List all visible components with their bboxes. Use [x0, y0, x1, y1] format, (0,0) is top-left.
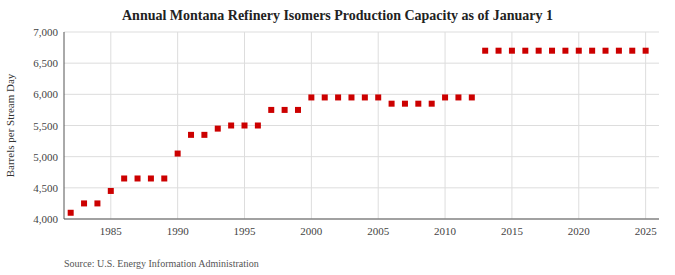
- point: [509, 48, 515, 54]
- point: [389, 101, 395, 107]
- point: [496, 48, 502, 54]
- page: {"chart_data": { "type": "scatter", "tit…: [0, 0, 675, 275]
- point: [589, 48, 595, 54]
- point: [643, 48, 649, 54]
- point: [268, 107, 274, 113]
- y-tick-label: 4,000: [33, 213, 58, 225]
- x-grid-line: [311, 32, 312, 219]
- axes: 4,000 4,500 5,000 5,500 6,000 6,500 7,000 1985 1…: [33, 26, 659, 237]
- point: [562, 48, 568, 54]
- point: [215, 126, 221, 132]
- point: [94, 200, 100, 206]
- point: [549, 48, 555, 54]
- x-grid-line: [445, 32, 446, 219]
- point: [429, 101, 435, 107]
- point: [348, 94, 354, 100]
- y-grid-line: [64, 63, 659, 64]
- x-grid-line: [578, 32, 579, 219]
- point: [295, 107, 301, 113]
- x-tick-label: 1990: [167, 225, 190, 237]
- point: [536, 48, 542, 54]
- y-grid-line: [64, 94, 659, 95]
- point: [121, 175, 127, 181]
- point: [175, 151, 181, 157]
- y-grid-line: [64, 187, 659, 188]
- point: [442, 94, 448, 100]
- x-grid-line: [645, 32, 646, 219]
- y-grid-line: [64, 32, 659, 33]
- y-tick-label: 6,500: [33, 57, 58, 69]
- point: [362, 94, 368, 100]
- point: [255, 123, 261, 129]
- point: [576, 48, 582, 54]
- y-grid-line: [64, 156, 659, 157]
- point: [322, 94, 328, 100]
- point: [242, 123, 248, 129]
- x-grid-line: [177, 32, 178, 219]
- x-tick-label: 2025: [635, 225, 658, 237]
- y-axis-line: [64, 32, 65, 219]
- point: [455, 94, 461, 100]
- point: [308, 94, 314, 100]
- y-axis-label: Barrels per Stream Day: [4, 73, 16, 177]
- title: Annual Montana Refinery Isomers Producti…: [122, 8, 553, 23]
- x-tick-label: 2000: [300, 225, 323, 237]
- point: [469, 94, 475, 100]
- point: [482, 48, 488, 54]
- point: [415, 101, 421, 107]
- grid: [64, 32, 659, 219]
- point: [161, 175, 167, 181]
- point: [148, 175, 154, 181]
- chart-container: Annual Montana Refinery Isomers Producti…: [0, 0, 675, 275]
- x-grid-line: [511, 32, 512, 219]
- x-tick-label: 2015: [501, 225, 524, 237]
- x-tick-label: 1995: [234, 225, 257, 237]
- point: [522, 48, 528, 54]
- point: [375, 94, 381, 100]
- y-tick-label: 6,000: [33, 88, 58, 100]
- x-tick-label: 2005: [367, 225, 390, 237]
- point: [228, 123, 234, 129]
- point: [68, 210, 74, 216]
- point: [201, 132, 207, 138]
- x-tick-label: 2010: [434, 225, 457, 237]
- point: [603, 48, 609, 54]
- point: [81, 200, 87, 206]
- point: [335, 94, 341, 100]
- point: [402, 101, 408, 107]
- point: [188, 132, 194, 138]
- point: [282, 107, 288, 113]
- x-tick-label: 2020: [568, 225, 591, 237]
- y-tick-label: 7,000: [33, 26, 58, 38]
- point: [135, 175, 141, 181]
- x-grid-line: [378, 32, 379, 219]
- chart-svg: Annual Montana Refinery Isomers Producti…: [0, 0, 675, 275]
- y-grid-line: [64, 219, 659, 220]
- point: [629, 48, 635, 54]
- y-tick-label: 5,500: [33, 120, 58, 132]
- point: [616, 48, 622, 54]
- annotation: Source: U.S. Energy Information Administ…: [64, 258, 259, 269]
- points: [68, 48, 649, 216]
- x-tick-label: 1985: [100, 225, 123, 237]
- y-grid-line: [64, 125, 659, 126]
- y-tick-label: 4,500: [33, 182, 58, 194]
- point: [108, 188, 114, 194]
- x-axis-line: [64, 219, 659, 220]
- y-tick-label: 5,000: [33, 151, 58, 163]
